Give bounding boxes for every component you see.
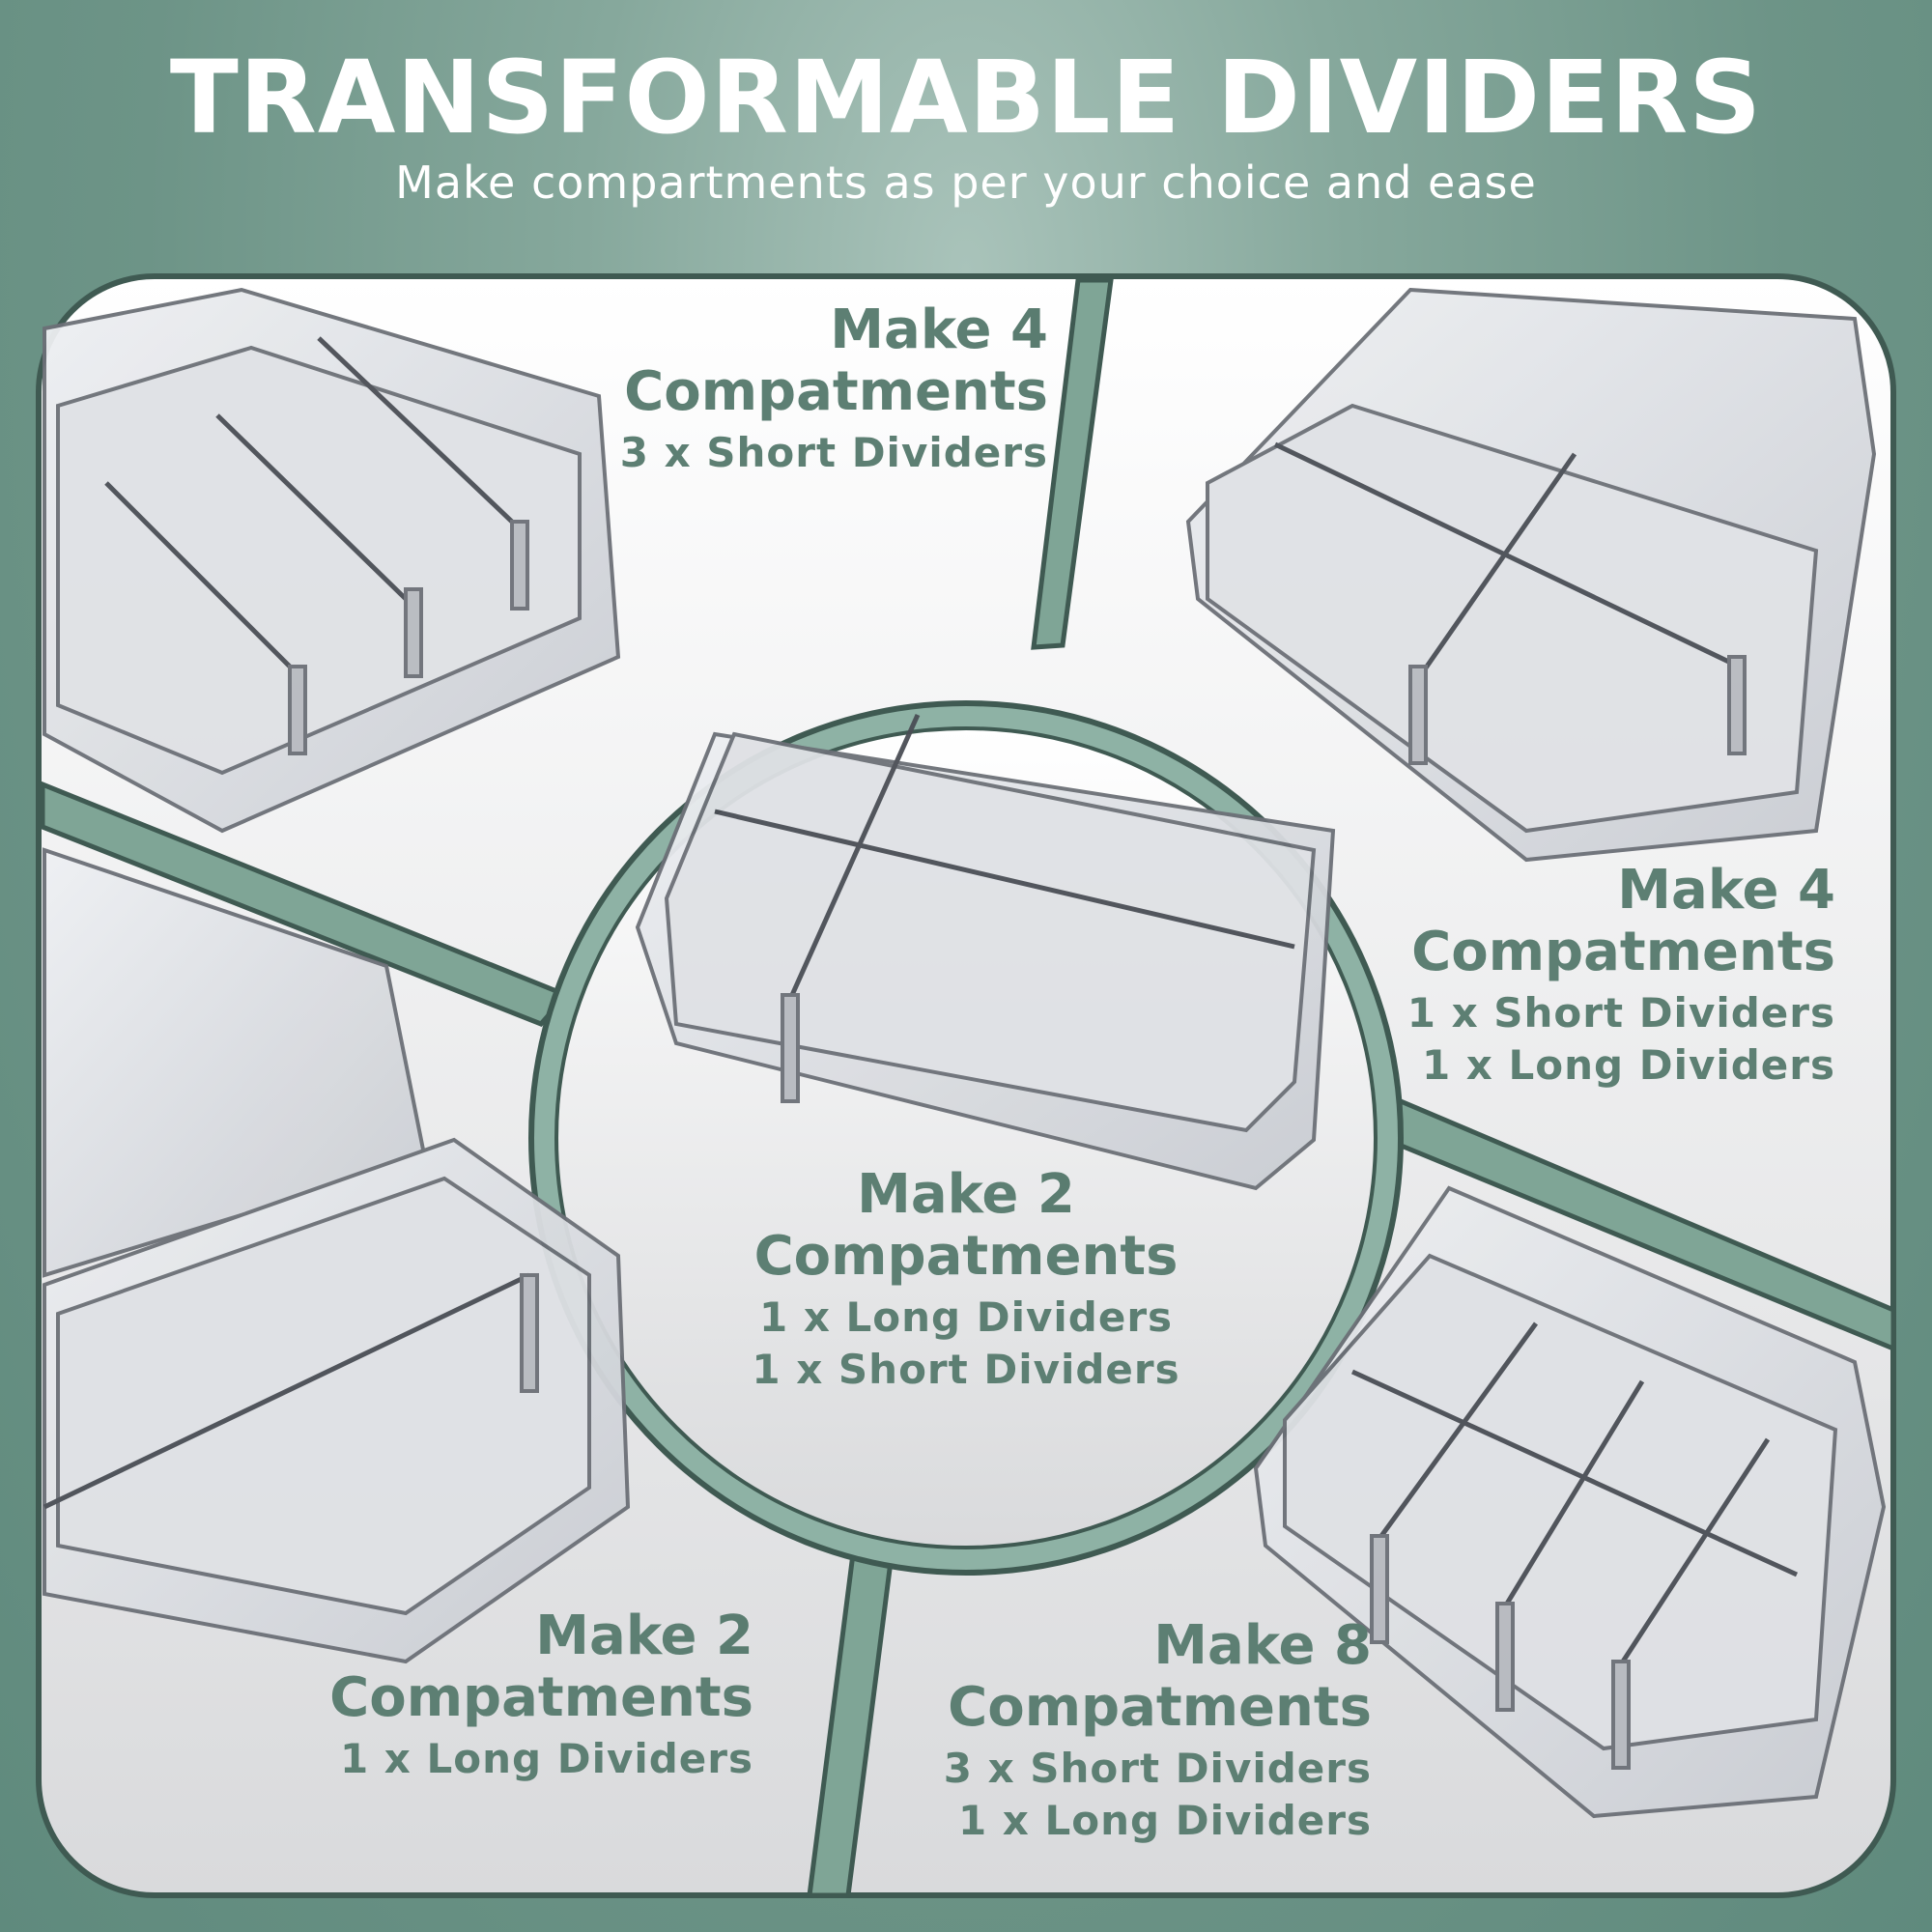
label-center: Make 2 Compatments 1 x Long Dividers 1 x… xyxy=(715,1163,1217,1394)
label-bottom-left: Make 2 Compatments 1 x Long Dividers xyxy=(261,1605,753,1782)
label-top-right: Make 4 Compatments 1 x Short Dividers 1 … xyxy=(1372,859,1835,1090)
compartment-count: 2 xyxy=(716,1605,753,1667)
box-top-left xyxy=(43,287,621,834)
label-top-left: Make 4 Compatments 3 x Short Dividers xyxy=(541,298,1048,476)
divider-line: 3 x Short Dividers xyxy=(943,1744,1372,1792)
compartments-word: Compatments xyxy=(1411,921,1835,984)
make-word: Make xyxy=(535,1605,697,1667)
box-top-right xyxy=(1185,287,1877,863)
box-center xyxy=(635,713,1336,1191)
make-word: Make xyxy=(1153,1614,1316,1677)
compartment-count: 4 xyxy=(1798,859,1835,922)
compartments-word: Compatments xyxy=(948,1676,1372,1740)
compartments-word: Compatments xyxy=(329,1666,753,1730)
compartments-word: Compatments xyxy=(624,360,1048,424)
page-subtitle: Make compartments as per your choice and… xyxy=(395,156,1537,209)
divider-line: 1 x Long Dividers xyxy=(1421,1041,1835,1090)
divider-line: 3 x Short Dividers xyxy=(619,428,1048,476)
divider-line: 1 x Long Dividers xyxy=(957,1797,1372,1845)
panel-dividers xyxy=(40,277,1896,1898)
divider-line: 1 x Short Dividers xyxy=(1406,988,1835,1037)
make-word: Make xyxy=(1617,859,1779,922)
page-title: TRANSFORMABLE DIVIDERS xyxy=(169,39,1763,156)
make-word: Make xyxy=(857,1163,1019,1226)
divider-line: 1 x Long Dividers xyxy=(339,1734,753,1782)
label-bottom-right: Make 8 Compatments 3 x Short Dividers 1 … xyxy=(879,1614,1372,1845)
divider-line: 1 x Short Dividers xyxy=(752,1346,1180,1394)
compartments-word: Compatments xyxy=(753,1225,1179,1289)
compartment-count: 4 xyxy=(1010,298,1048,361)
make-word: Make xyxy=(830,298,992,361)
box-bottom-right xyxy=(1253,1185,1887,1819)
divider-line: 1 x Long Dividers xyxy=(758,1293,1174,1341)
box-bottom-left xyxy=(43,847,631,1664)
compartment-count: 8 xyxy=(1334,1614,1372,1677)
compartment-count: 2 xyxy=(1037,1163,1075,1226)
